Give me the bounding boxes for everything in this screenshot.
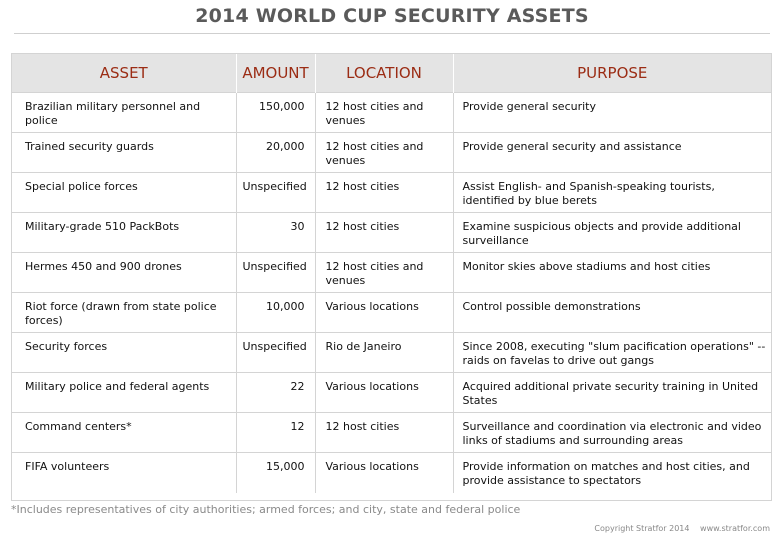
cell-purpose: Examine suspicious objects and provide a… [452, 212, 771, 253]
cell-purpose: Surveillance and coordination via electr… [452, 412, 771, 453]
cell-asset: Trained security guards [12, 132, 236, 173]
table-row: Riot force (drawn from state police forc… [12, 292, 771, 333]
cell-asset: Command centers* [12, 412, 236, 453]
cell-amount: Unspecified [235, 332, 315, 373]
cell-asset: Riot force (drawn from state police forc… [12, 292, 236, 333]
page-title: 2014 WORLD CUP SECURITY ASSETS [195, 5, 589, 27]
cell-location: Rio de Janeiro [314, 332, 453, 373]
table-row: Special police forces Unspecified 12 hos… [12, 172, 771, 213]
cell-purpose: Since 2008, executing "slum pacification… [452, 332, 771, 373]
table-row: FIFA volunteers 15,000 Various locations… [12, 452, 771, 493]
table-row: Military police and federal agents 22 Va… [12, 372, 771, 413]
cell-location: 12 host cities [314, 412, 453, 453]
cell-asset: Special police forces [12, 172, 236, 213]
copyright-text: Copyright Stratfor 2014 [594, 524, 690, 533]
cell-asset: Brazilian military personnel and police [12, 92, 236, 133]
cell-asset: Military-grade 510 PackBots [12, 212, 236, 253]
cell-asset: FIFA volunteers [12, 452, 236, 493]
title-divider [14, 33, 770, 34]
cell-amount: Unspecified [235, 252, 315, 293]
cell-amount: 30 [235, 212, 315, 253]
cell-location: Various locations [314, 452, 453, 493]
website-text: www.stratfor.com [700, 524, 770, 533]
cell-amount: 20,000 [235, 132, 315, 173]
table-row: Command centers* 12 12 host cities Surve… [12, 412, 771, 453]
cell-purpose: Provide general security and assistance [452, 132, 771, 173]
cell-purpose: Provide information on matches and host … [452, 452, 771, 493]
table-row: Security forces Unspecified Rio de Janei… [12, 332, 771, 373]
cell-asset: Security forces [12, 332, 236, 373]
credits: Copyright Stratfor 2014 www.stratfor.com [586, 524, 770, 533]
cell-amount: 12 [235, 412, 315, 453]
cell-location: Various locations [314, 292, 453, 333]
cell-purpose: Monitor skies above stadiums and host ci… [452, 252, 771, 293]
column-header-location: LOCATION [314, 54, 453, 93]
column-header-amount: AMOUNT [235, 54, 315, 93]
table-row: Hermes 450 and 900 drones Unspecified 12… [12, 252, 771, 293]
cell-location: 12 host cities and venues [314, 252, 453, 293]
cell-purpose: Control possible demonstrations [452, 292, 771, 333]
cell-location: 12 host cities and venues [314, 132, 453, 173]
cell-amount: 15,000 [235, 452, 315, 493]
table-row: Brazilian military personnel and police … [12, 92, 771, 133]
cell-amount: 10,000 [235, 292, 315, 333]
security-assets-table: ASSET AMOUNT LOCATION PURPOSE Brazilian … [12, 54, 771, 493]
footnote: *Includes representatives of city author… [11, 503, 521, 516]
cell-location: 12 host cities and venues [314, 92, 453, 133]
cell-purpose: Acquired additional private security tra… [452, 372, 771, 413]
cell-purpose: Assist English- and Spanish-speaking tou… [452, 172, 771, 213]
cell-location: 12 host cities [314, 172, 453, 213]
cell-purpose: Provide general security [452, 92, 771, 133]
cell-location: Various locations [314, 372, 453, 413]
cell-asset: Hermes 450 and 900 drones [12, 252, 236, 293]
cell-asset: Military police and federal agents [12, 372, 236, 413]
table-row: Trained security guards 20,000 12 host c… [12, 132, 771, 173]
cell-amount: 22 [235, 372, 315, 413]
cell-amount: Unspecified [235, 172, 315, 213]
cell-location: 12 host cities [314, 212, 453, 253]
column-header-purpose: PURPOSE [452, 54, 771, 93]
table-header-row: ASSET AMOUNT LOCATION PURPOSE [12, 54, 771, 93]
cell-amount: 150,000 [235, 92, 315, 133]
column-header-asset: ASSET [12, 54, 236, 93]
table-row: Military-grade 510 PackBots 30 12 host c… [12, 212, 771, 253]
security-assets-table-container: ASSET AMOUNT LOCATION PURPOSE Brazilian … [11, 53, 772, 501]
